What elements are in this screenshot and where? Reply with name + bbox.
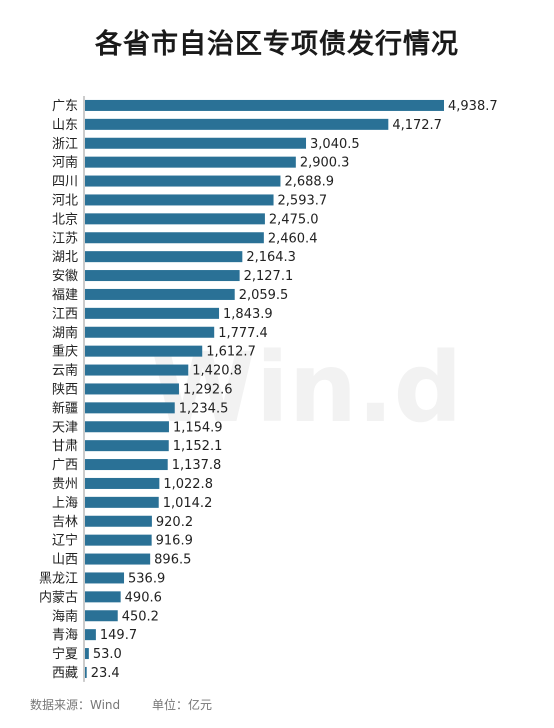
category-label: 天津 (52, 420, 78, 435)
value-label: 53.0 (93, 647, 122, 662)
value-label: 1,137.8 (172, 458, 222, 473)
category-label: 广东 (52, 99, 78, 114)
bar (85, 402, 175, 414)
value-label: 1,292.6 (183, 382, 233, 397)
category-label: 福建 (52, 288, 78, 303)
value-label: 1,843.9 (223, 307, 273, 322)
bar (85, 421, 169, 433)
value-label: 1,014.2 (163, 496, 213, 511)
category-label: 新疆 (52, 400, 78, 416)
category-label: 海南 (52, 608, 78, 624)
bar (85, 326, 215, 338)
value-label: 149.7 (100, 628, 137, 643)
bar (85, 629, 96, 641)
category-label: 贵州 (52, 477, 78, 492)
unit-note: 单位：亿元 (152, 698, 213, 712)
bar (85, 288, 235, 300)
category-label: 广西 (52, 458, 78, 473)
category-label: 河北 (52, 193, 78, 208)
category-label: 辽宁 (52, 533, 78, 549)
bar (85, 251, 243, 263)
category-label: 山东 (52, 118, 78, 133)
category-label: 湖北 (52, 250, 78, 265)
category-label: 安徽 (52, 269, 78, 284)
value-label: 490.6 (125, 590, 162, 605)
value-label: 1,420.8 (192, 364, 242, 379)
value-label: 1,612.7 (206, 345, 256, 360)
category-label: 湖南 (52, 325, 78, 341)
bar (85, 666, 87, 678)
category-label: 江西 (52, 307, 78, 322)
value-label: 916.9 (156, 534, 193, 549)
bar (85, 648, 89, 660)
bar (85, 534, 152, 546)
value-label: 2,164.3 (246, 250, 296, 265)
category-label: 吉林 (52, 515, 78, 530)
bar (85, 194, 274, 206)
value-label: 1,154.9 (173, 420, 223, 435)
bar (85, 270, 240, 282)
category-label: 宁夏 (52, 646, 78, 662)
bar (85, 156, 296, 168)
category-label: 四川 (52, 175, 78, 190)
value-label: 1,234.5 (179, 401, 229, 416)
source-note: 数据来源：Wind (30, 698, 121, 712)
value-label: 1,777.4 (218, 326, 268, 341)
bar (85, 496, 159, 508)
bar-chart: 广东 4,938.7 山东 4,172.7 浙江 3,040.5 河南 2,900.3 四川 2,… (39, 96, 498, 682)
bar (85, 477, 160, 489)
category-label: 江苏 (52, 230, 78, 246)
bar (85, 610, 118, 622)
category-label: 陕西 (52, 382, 78, 397)
bar (85, 591, 121, 603)
chart-title: 各省市自治区专项债发行情况 (95, 29, 459, 60)
value-label: 4,172.7 (392, 118, 442, 133)
category-label: 山西 (52, 553, 78, 568)
category-label: 重庆 (52, 344, 78, 360)
category-label: 河南 (52, 155, 78, 171)
value-label: 23.4 (91, 666, 120, 681)
value-label: 896.5 (154, 553, 191, 568)
value-label: 1,022.8 (163, 477, 213, 492)
value-label: 2,059.5 (239, 288, 289, 303)
bar (85, 118, 389, 130)
bar (85, 137, 307, 149)
bar (85, 383, 179, 395)
value-label: 2,593.7 (278, 193, 328, 208)
bar (85, 572, 125, 584)
value-label: 3,040.5 (310, 137, 360, 152)
bar (85, 99, 444, 111)
bar (85, 175, 281, 187)
bar (85, 232, 264, 244)
value-label: 2,127.1 (244, 269, 294, 284)
category-label: 云南 (52, 363, 78, 379)
category-label: 浙江 (52, 137, 78, 152)
value-label: 2,460.4 (268, 231, 318, 246)
value-label: 2,475.0 (269, 212, 319, 227)
category-label: 西藏 (52, 666, 78, 681)
category-label: 内蒙古 (39, 589, 78, 605)
footer: 数据来源：Wind 单位：亿元 (30, 696, 240, 713)
category-label: 甘肃 (52, 439, 78, 454)
value-label: 536.9 (128, 571, 165, 586)
bar (85, 553, 151, 565)
category-label: 上海 (52, 496, 78, 511)
bar (85, 307, 220, 319)
category-label: 青海 (52, 628, 78, 643)
value-label: 2,900.3 (300, 156, 350, 171)
bar (85, 345, 203, 357)
bar (85, 459, 168, 471)
value-label: 450.2 (122, 609, 159, 624)
bar (85, 440, 169, 452)
bar (85, 364, 189, 376)
value-label: 2,688.9 (284, 175, 334, 190)
bar (85, 213, 265, 225)
value-label: 920.2 (156, 515, 193, 530)
value-label: 1,152.1 (173, 439, 223, 454)
value-label: 4,938.7 (448, 99, 498, 114)
category-label: 北京 (52, 212, 78, 227)
category-label: 黑龙江 (39, 571, 78, 586)
bar (85, 515, 152, 527)
